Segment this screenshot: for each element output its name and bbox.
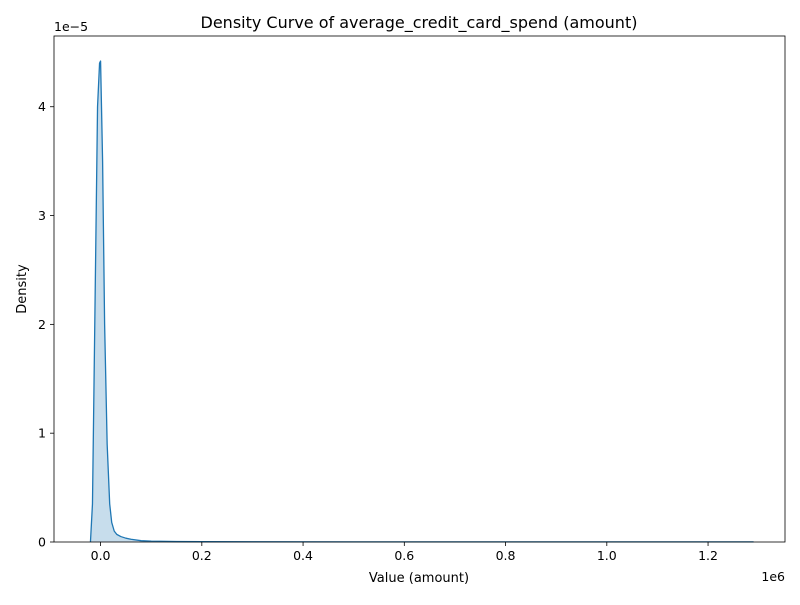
y-tick-label: 4 — [38, 99, 46, 114]
x-tick-label: 0.4 — [293, 548, 313, 563]
x-axis: 0.0 0.2 0.4 0.6 0.8 1.0 1.2 — [91, 542, 718, 563]
y-axis-label: Density — [15, 264, 30, 314]
y-tick-label: 3 — [38, 208, 46, 223]
x-offset-label: 1e6 — [761, 569, 785, 584]
plot-area — [89, 60, 754, 543]
density-curve-line — [89, 60, 754, 543]
x-tick-label: 0.6 — [394, 548, 414, 563]
y-tick-label: 2 — [38, 317, 46, 332]
x-tick-label: 1.0 — [597, 548, 617, 563]
x-tick-label: 1.2 — [698, 548, 718, 563]
y-tick-label: 1 — [38, 426, 46, 441]
x-tick-label: 0.0 — [91, 548, 111, 563]
x-tick-label: 0.8 — [496, 548, 516, 563]
y-axis: 0 1 2 3 4 — [38, 99, 54, 550]
density-area-fill — [90, 61, 754, 542]
y-tick-label: 0 — [38, 535, 46, 550]
plot-frame — [53, 35, 786, 543]
x-axis-label: Value (amount) — [369, 571, 469, 586]
chart-title: Density Curve of average_credit_card_spe… — [201, 13, 638, 33]
y-offset-label: 1e−5 — [54, 19, 88, 34]
x-tick-label: 0.2 — [192, 548, 212, 563]
